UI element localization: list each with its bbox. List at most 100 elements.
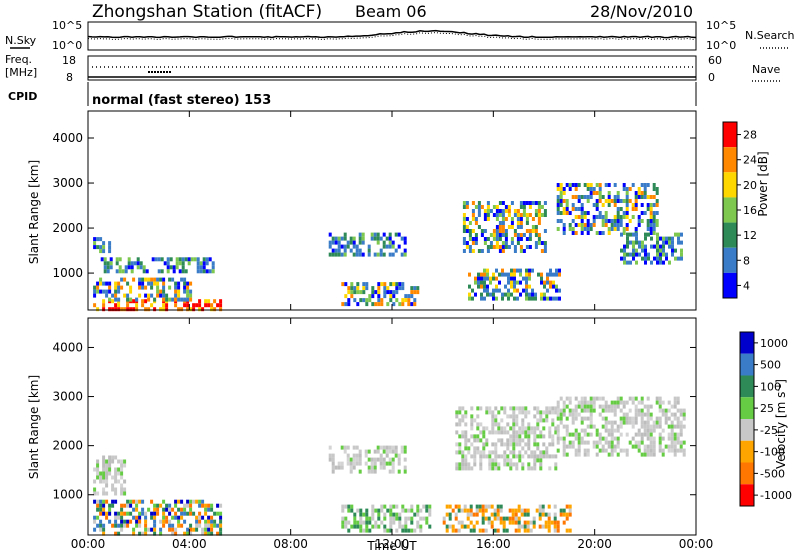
power-echo-cell [483,272,486,277]
velocity-echo-cell [583,400,587,405]
velocity-echo-cell [108,511,112,516]
velocity-echo-cell [676,424,680,429]
power-echo-cell [184,269,188,274]
power-echo-cell [668,260,671,265]
power-echo-cell [186,289,190,294]
power-echo-cell [559,195,563,199]
velocity-echo-cell [586,452,590,457]
velocity-echo-cell [652,440,656,445]
power-echo-cell [646,223,650,227]
power-echo-cell [127,265,131,270]
power-echo-cell [141,277,145,282]
velocity-echo-cell [586,400,590,405]
power-echo-cell [516,241,520,245]
velocity-echo-cell [207,515,211,520]
power-echo-cell [534,292,537,297]
power-echo-cell [568,183,572,187]
velocity-echo-cell [574,408,578,413]
power-echo-cell [150,277,154,282]
velocity-echo-cell [515,430,519,435]
power-echo-cell [537,237,541,241]
power-echo-cell [556,199,560,203]
velocity-echo-cell [331,461,335,466]
power-echo-cell [625,187,629,191]
power-echo-cell [580,227,584,231]
velocity-echo-cell [484,504,488,509]
velocity-echo-cell [565,452,569,457]
power-echo-cell [623,244,626,249]
power-echo-cell [495,225,499,229]
velocity-echo-cell [93,479,97,484]
power-echo-cell [562,199,566,203]
velocity-echo-cell [493,512,497,517]
power-echo-cell [531,296,534,301]
velocity-echo-cell [631,416,635,421]
velocity-echo-cell [463,508,467,513]
velocity-echo-cell [509,466,513,471]
velocity-echo-cell [568,432,572,437]
velocity-echo-cell [554,410,558,415]
velocity-echo-cell [494,430,498,435]
velocity-echo-cell [156,511,160,516]
power-echo-cell [377,290,381,295]
velocity-echo-cell [542,454,546,459]
power-echo-cell [525,229,529,233]
velocity-echo-cell [400,445,404,450]
power-echo-cell [195,303,199,308]
velocity-echo-cell [554,454,558,459]
velocity-echo-cell [388,457,392,462]
power-echo-cell [126,293,130,298]
power-echo-cell [204,303,208,308]
velocity-echo-cell [589,416,593,421]
power-echo-cell [483,217,487,221]
velocity-echo-cell [428,512,432,517]
power-echo-cell [652,211,656,215]
power-echo-cell [534,233,538,237]
velocity-echo-cell [353,512,357,517]
velocity-echo-cell [93,519,97,524]
velocity-echo-cell [367,449,371,454]
velocity-echo-cell [385,461,389,466]
velocity-echo-cell [341,520,345,525]
velocity-echo-cell [583,416,587,421]
velocity-echo-cell [464,442,468,447]
velocity-echo-cell [347,520,351,525]
velocity-echo-cell [108,519,112,524]
power-echo-cell [115,269,119,274]
velocity-echo-cell [679,408,683,413]
velocity-echo-cell [601,444,605,449]
velocity-echo-cell [403,457,407,462]
velocity-echo-cell [676,408,680,413]
velocity-echo-cell [445,524,449,529]
power-echo-cell [350,286,354,291]
velocity-echo-cell [652,448,656,453]
velocity-echo-cell [102,479,106,484]
velocity-echo-cell [562,408,566,413]
power-echo-cell [371,290,375,295]
velocity-echo-cell [661,428,665,433]
power-echo-cell [495,237,499,241]
power-echo-cell [120,285,124,290]
velocity-echo-cell [667,408,671,413]
velocity-echo-cell [183,503,187,508]
power-echo-cell [121,269,125,274]
velocity-echo-cell [502,524,506,529]
velocity-echo-cell [515,406,519,411]
power-echo-cell [162,307,166,312]
power-echo-cell [516,268,519,273]
velocity-echo-cell [464,454,468,459]
power-echo-cell [331,240,335,245]
velocity-echo-cell [643,448,647,453]
power-echo-cell [492,292,495,297]
velocity-echo-cell [524,426,528,431]
velocity-echo-cell [117,471,121,476]
power-echo-cell [102,249,106,254]
velocity-echo-cell [168,511,172,516]
velocity-echo-cell [512,454,516,459]
power-echo-cell [501,213,505,217]
power-echo-cell [513,213,517,217]
power-echo-cell [141,285,145,290]
velocity-echo-cell [491,410,495,415]
power-echo-cell [568,187,572,191]
velocity-echo-cell [503,454,507,459]
